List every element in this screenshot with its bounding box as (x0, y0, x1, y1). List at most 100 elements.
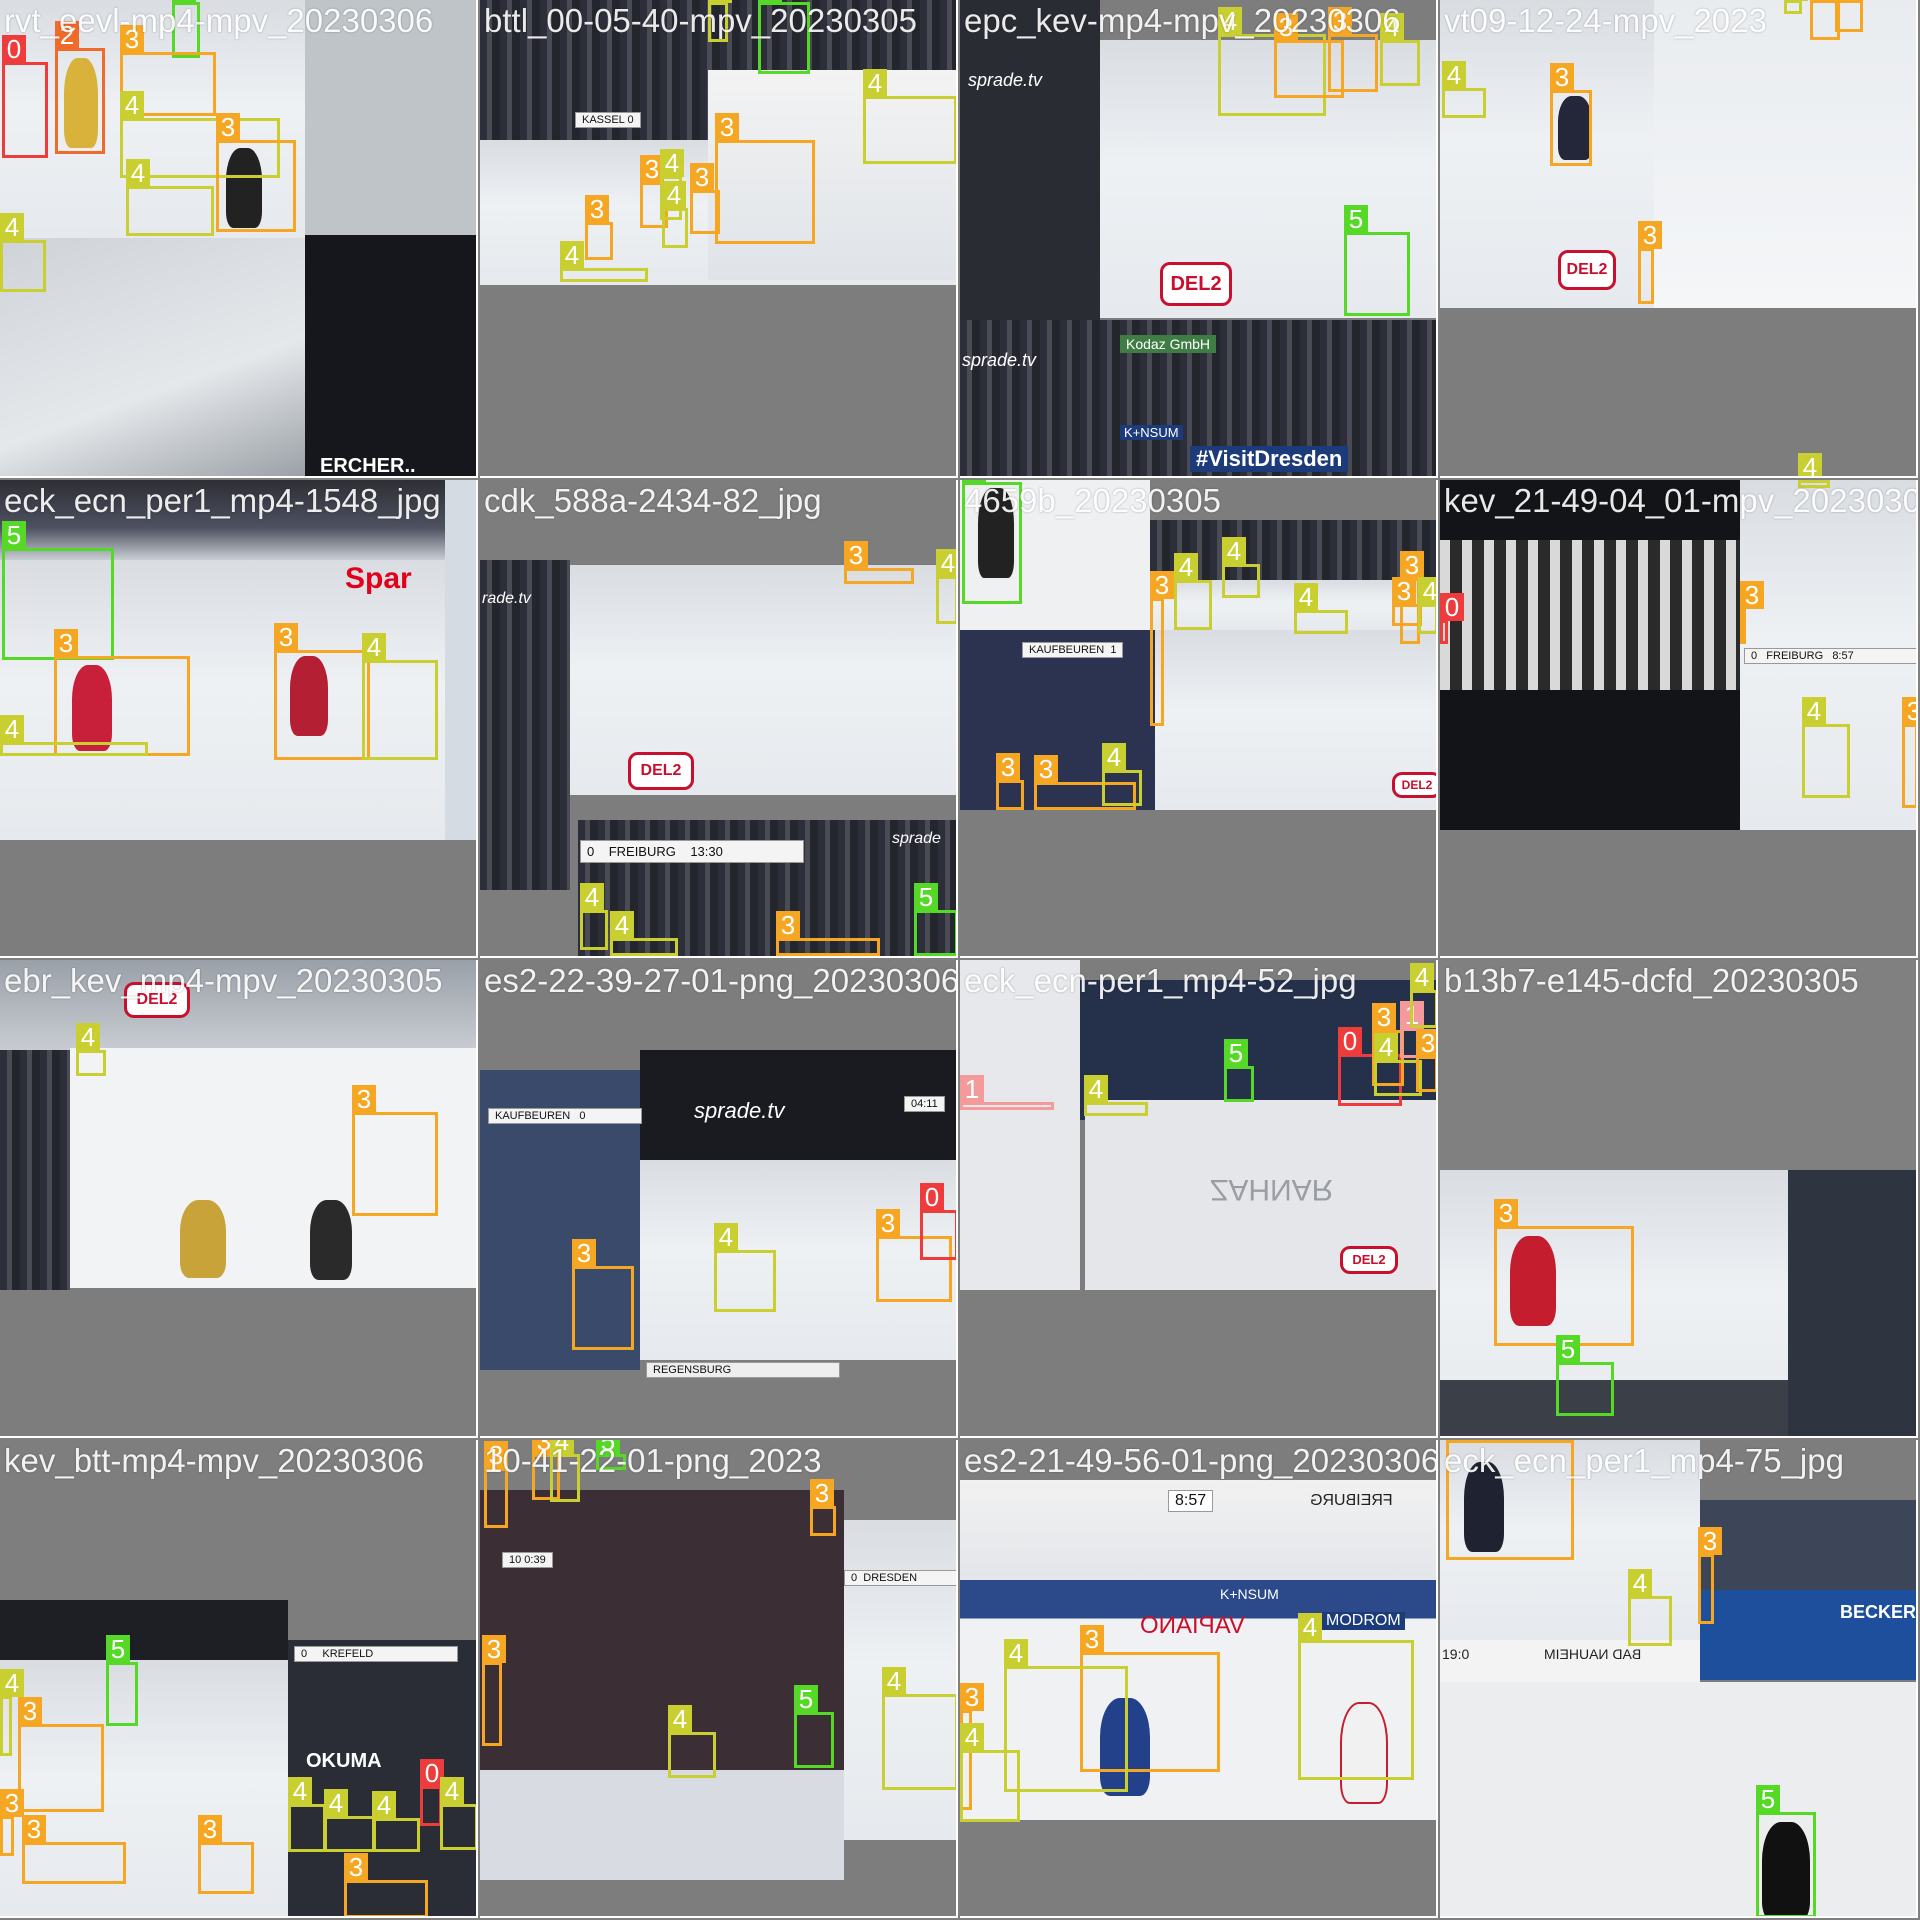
image-filename: ebr_kev_mp4-mpv_20230305 (4, 962, 443, 999)
class-label: 4 (660, 149, 684, 177)
tile-13: 0 KREFELD OKUMA 4 3 5 3 3 3 4 4 4 0 4 3 … (0, 1440, 478, 1918)
score-home: 0 (587, 844, 595, 859)
player (1760, 1820, 1812, 1916)
detection-box: 4 (1418, 577, 1436, 634)
detection-box: 4 (1442, 61, 1486, 118)
scene-image (1440, 540, 1740, 690)
detection-box: 3 (216, 113, 296, 232)
scene-image (1150, 580, 1436, 630)
class-label: 3 (585, 195, 609, 223)
player (1510, 1236, 1556, 1326)
class-label: 4 (1218, 7, 1242, 35)
class-label: 3 (960, 1683, 984, 1711)
class-label: 1 (960, 1075, 984, 1103)
class-label: 3 (274, 623, 298, 651)
class-label: 4 (714, 1223, 738, 1251)
scoreboard: 0 FREIBURG 8:57 (1744, 648, 1916, 664)
scene-image (960, 0, 1100, 320)
class-label: 3 (844, 541, 868, 569)
class-label: 3 (1328, 7, 1352, 35)
detection-box: 3 (844, 541, 914, 584)
detection-box: 4 (1798, 480, 1830, 488)
tile-8: 0 FREIBURG 8:57 4 0 3 4 3 kev_21-49-04_0… (1440, 480, 1918, 958)
detection-box: 3 (572, 1239, 634, 1350)
class-label: 5 (1344, 205, 1368, 233)
detection-box: 3 (715, 113, 815, 244)
team-name: KREFELD (322, 1648, 374, 1660)
player (976, 486, 1016, 580)
class-label: 3 (1550, 63, 1574, 91)
class-label: 4 (1410, 963, 1434, 991)
class-label: 4 (362, 633, 386, 661)
detection-box: 3 (54, 629, 190, 756)
detection-box: 4 (324, 1789, 376, 1852)
detection-box: 4 (708, 0, 732, 42)
detection-box: 5 (1556, 1335, 1614, 1416)
scene-image (0, 1050, 70, 1290)
detection-box: 4 (610, 911, 678, 956)
detection-box: 5 (914, 883, 956, 956)
detection-box: 4 (1004, 1639, 1128, 1792)
detection-box: 4 (0, 1669, 24, 1756)
detection-box: 3 (344, 1853, 428, 1916)
game-clock: 10 0:39 (502, 1552, 553, 1568)
image-filename: kev_btt-mp4-mpv_20230306 (4, 1442, 425, 1479)
detection-box: 3 (1698, 1527, 1722, 1624)
sponsor-text: #VisitDresden (1190, 446, 1349, 472)
class-label: 3 (996, 753, 1020, 781)
scoreboard: REGENSBURG (646, 1362, 840, 1378)
detection-box: 0 (2, 35, 48, 158)
class-label: 3 (216, 113, 240, 141)
scene-image (0, 1600, 288, 1660)
class-label: 4 (1374, 1033, 1398, 1061)
class-label: 3 (1416, 1029, 1436, 1057)
scene-image (480, 1770, 844, 1880)
detection-box: 5 (1344, 205, 1410, 316)
class-label: 3 (1080, 1625, 1104, 1653)
tile-2: KASSEL 0 4 5 4 3 3 4 3 4 3 4 bttl_00-05-… (480, 0, 958, 478)
class-label: 3 (1400, 551, 1424, 579)
detection-box: 4 (1628, 1569, 1672, 1646)
team-name: FREIBURG (608, 844, 676, 859)
detection-box: 4 (1374, 1033, 1422, 1096)
class-label: 5 (172, 0, 196, 3)
detection-box: 0 (920, 1183, 956, 1260)
detection-box: 4 (662, 181, 688, 248)
detection-box: 4 (1802, 697, 1850, 798)
image-filename: eck_ecn_per1_mp4-75_jpg (1444, 1442, 1844, 1479)
detection-box: 3 (1080, 1625, 1220, 1772)
tile-4: DEL2 3 4 4 3 3 3 4 vt09-12-24-mpv_2023 (1440, 0, 1918, 478)
class-label: 4 (1784, 0, 1808, 1)
class-label: 3 (54, 629, 78, 657)
detection-box: 4 (863, 69, 956, 164)
game-clock: 04:11 (904, 1096, 945, 1112)
scene-image (1155, 630, 1436, 810)
class-label: 5 (962, 480, 986, 483)
detection-box: 5 (758, 0, 810, 74)
class-label: 3 (344, 1853, 368, 1881)
detection-box: 3 (1034, 755, 1136, 810)
class-label: 4 (324, 1789, 348, 1817)
scene-image (480, 1490, 844, 1810)
class-label: 3 (715, 113, 739, 141)
detection-box: 4 (1218, 7, 1326, 116)
sponsor-text: sprade.tv (968, 70, 1043, 90)
detection-box: 4 (1102, 743, 1142, 806)
detection-box: 4 (1784, 0, 1808, 14)
class-label: 3 (482, 1635, 506, 1663)
scene-image (960, 630, 1160, 810)
class-label: 0 (2, 35, 26, 63)
class-label: 4 (708, 0, 732, 3)
scene-image (1700, 1590, 1916, 1680)
detection-box: 4 (1174, 553, 1212, 630)
class-label: 3 (690, 163, 714, 191)
player (72, 665, 112, 751)
sponsor-text: sprade.tv (962, 350, 1037, 370)
class-label: 4 (668, 1705, 692, 1733)
class-label: 3 (1740, 581, 1764, 609)
detection-box: 0 (420, 1759, 444, 1826)
detection-box: 4 (0, 213, 46, 292)
player (310, 1200, 352, 1280)
player (64, 58, 98, 148)
class-label: 0 (920, 1183, 944, 1211)
